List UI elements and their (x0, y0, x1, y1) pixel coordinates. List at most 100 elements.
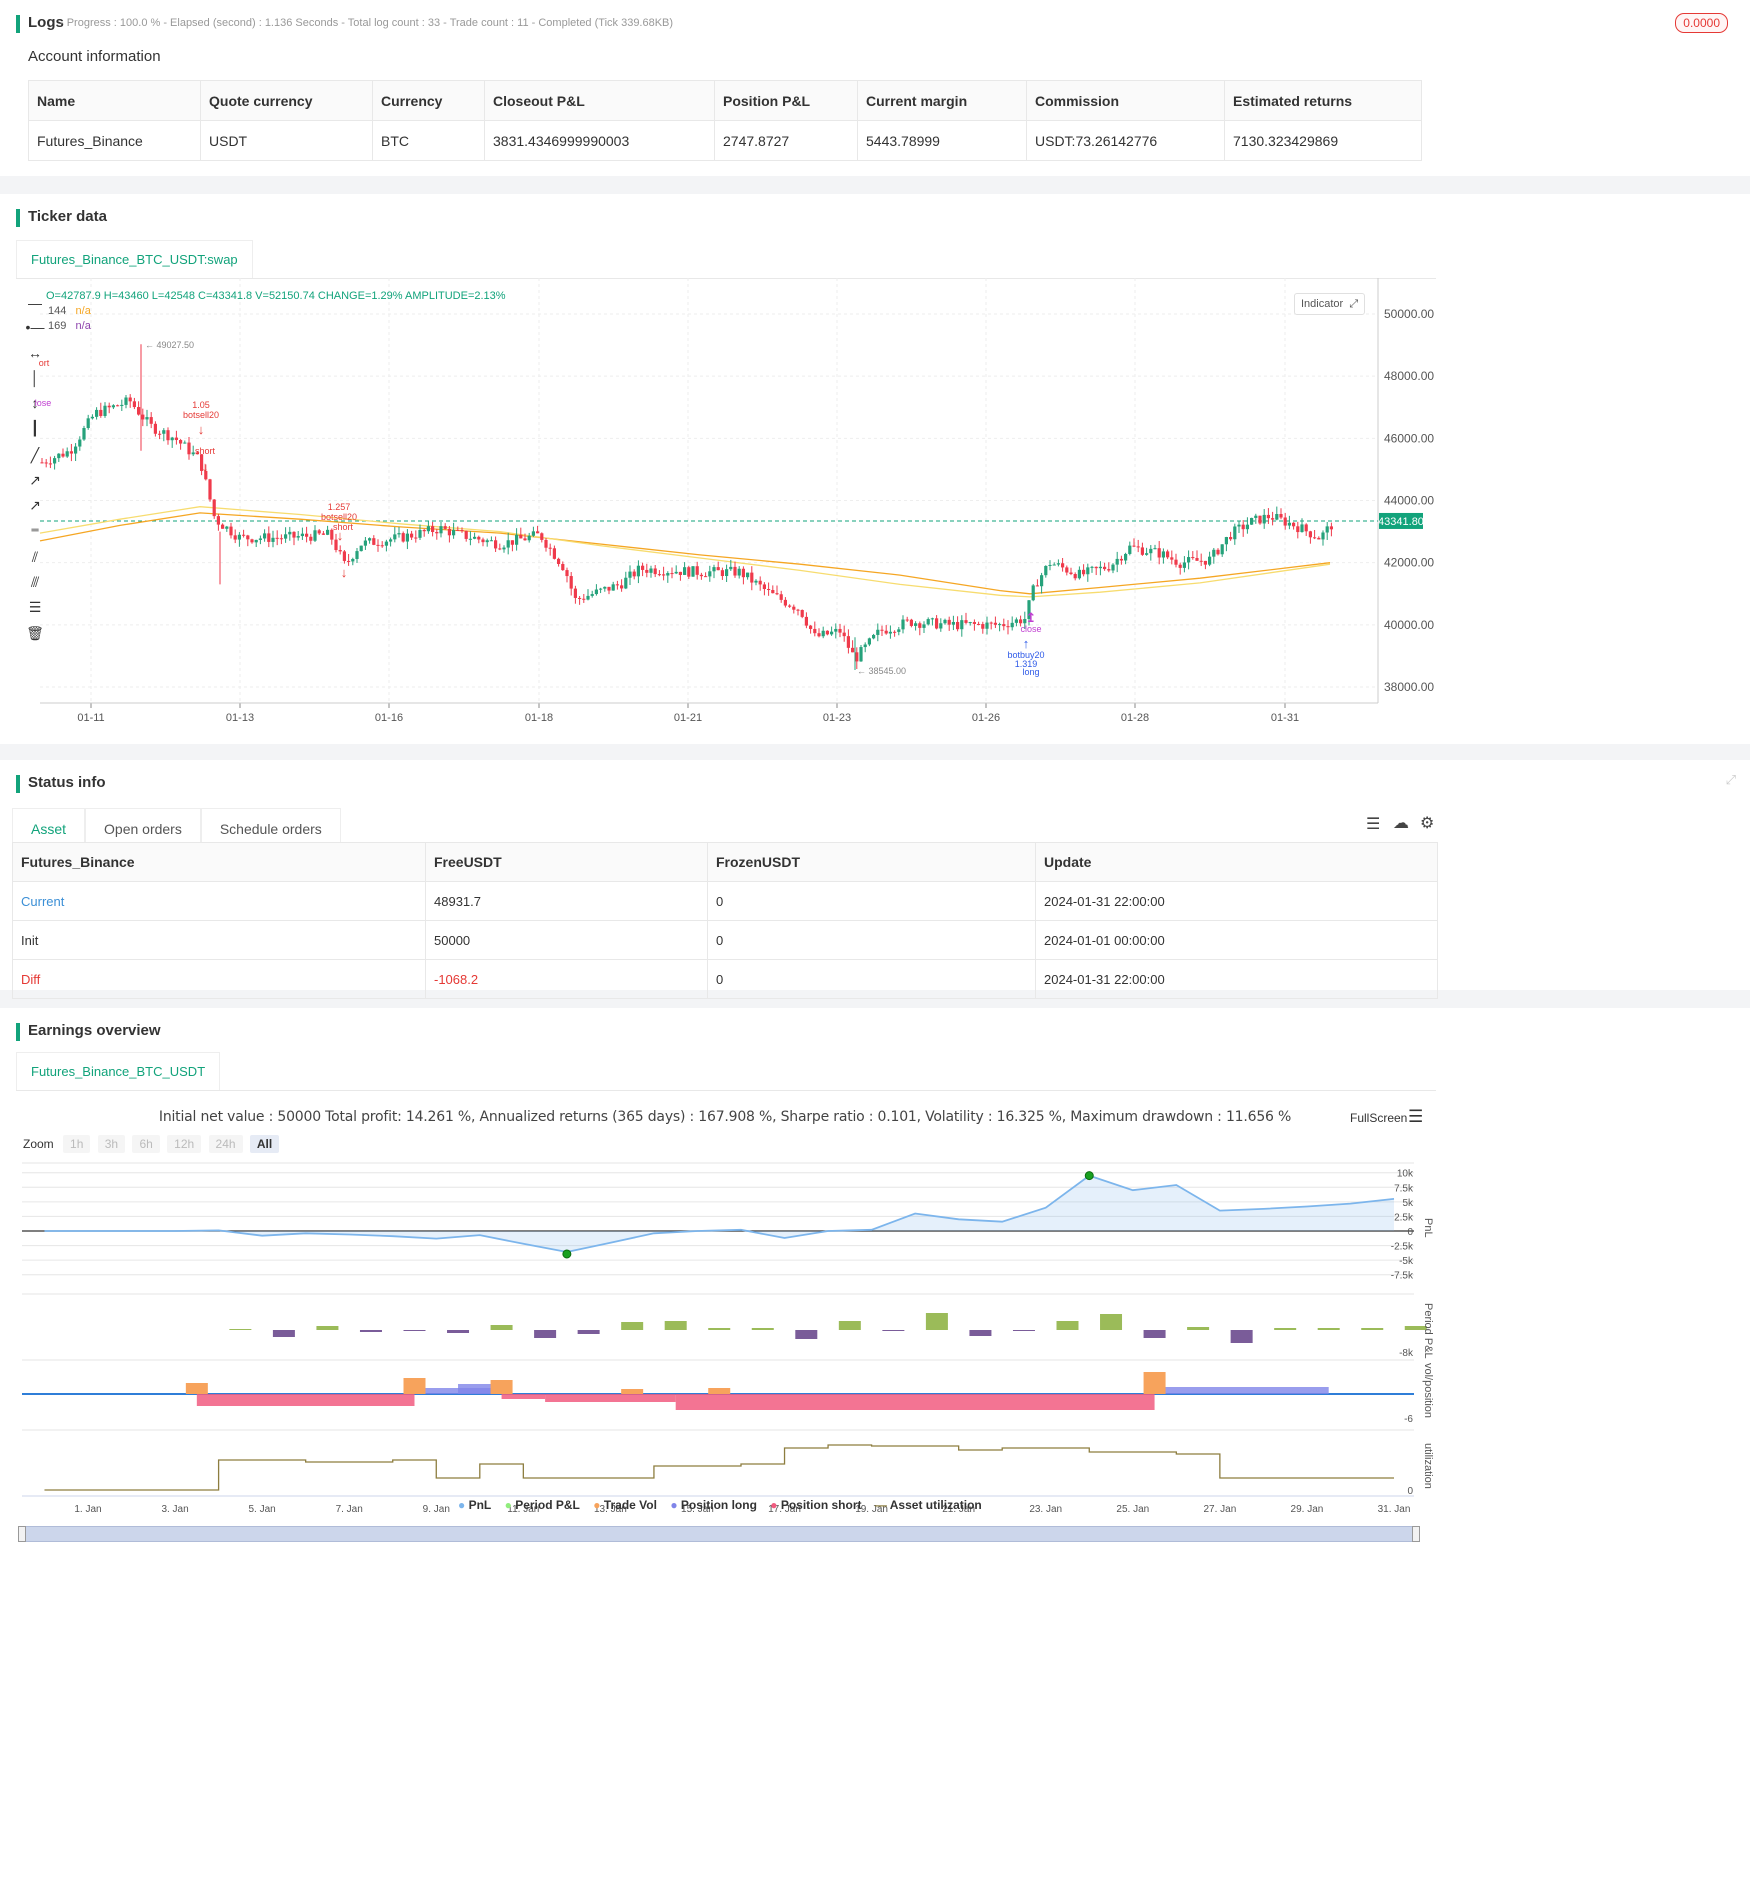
candle-body (498, 548, 502, 550)
fullscreen-button[interactable]: FullScreen (1350, 1111, 1408, 1125)
navigator[interactable] (22, 1526, 1416, 1542)
vertical-ray-tool-icon[interactable]: ↕ (31, 395, 39, 411)
candle-body (237, 534, 241, 540)
candle-body (1233, 526, 1237, 540)
tab-schedule-orders[interactable]: Schedule orders (200, 808, 341, 848)
candle-body (334, 539, 338, 551)
candle-body (603, 586, 607, 589)
candle-body (477, 536, 481, 540)
candlestick-chart[interactable]: 50000.00 48000.00 46000.00 44000.00 42000.00… (0, 278, 1750, 738)
zoom-all[interactable]: All (249, 1135, 280, 1153)
trend-line-tool-icon[interactable]: ╱ (30, 447, 40, 463)
legend-period-label: Period P&L (515, 1498, 580, 1512)
position-long-bar (458, 1384, 502, 1394)
legend-short[interactable]: ● Position short (770, 1498, 861, 1512)
y-tick-label: 10k (1397, 1169, 1414, 1180)
candle-body (636, 565, 640, 577)
ray-line-tool-icon[interactable]: ↗ (29, 472, 41, 488)
arrow-line-tool-icon[interactable]: ↗ (29, 497, 41, 513)
candle-body (544, 539, 548, 548)
candle-body (943, 619, 947, 624)
x-tick-label: 15. Jan (681, 1504, 714, 1515)
candle-body (69, 451, 73, 454)
candle-body (989, 622, 993, 624)
cloud-download-icon[interactable]: ☁ (1393, 815, 1409, 832)
fib-channel-tool-icon[interactable]: ⫻ (30, 574, 40, 590)
line-segment-tool-icon[interactable]: ↔ (28, 345, 42, 361)
annotation-signal: botbuy20 (1007, 650, 1044, 660)
candle-body (510, 540, 514, 545)
legend-pnl[interactable]: ● PnL (458, 1498, 491, 1512)
candle-body (1098, 566, 1102, 569)
tab-asset[interactable]: Asset (12, 808, 86, 848)
candle-body (846, 636, 850, 648)
navigator-handle-left[interactable] (18, 1526, 26, 1542)
vol-axis-label: vol/position (1422, 1363, 1434, 1418)
candle-body (863, 644, 867, 648)
col-name: Name (28, 80, 201, 121)
zoom-24h[interactable]: 24h (208, 1135, 243, 1153)
parallel-channel-tool-icon[interactable]: ⫽ (31, 549, 39, 565)
candle-body (263, 533, 267, 539)
indicator-button[interactable]: Indicator ⤢ (1294, 293, 1366, 315)
gear-icon[interactable]: ⚙ (1420, 815, 1435, 832)
list-icon[interactable]: ☰ (1366, 816, 1381, 833)
candle-body (468, 538, 472, 540)
candle-body (351, 558, 355, 562)
last-price-badge (1379, 512, 1423, 529)
legend-util[interactable]: — Asset utilization (875, 1498, 982, 1512)
candle-body (1149, 548, 1153, 554)
candle-body (1010, 622, 1014, 628)
menu-icon[interactable]: ☰ (1408, 1107, 1424, 1126)
tab-open-orders[interactable]: Open orders (85, 808, 201, 848)
earnings-chart[interactable]: 10k 7.5k 5k 2.5k 0 -2.5k -5k -7.5k PnL -8k Period… (0, 1158, 1750, 1558)
vertical-line-tool-icon[interactable]: │ (30, 370, 40, 386)
zoom-1h[interactable]: 1h (63, 1135, 91, 1153)
collapse-icon[interactable]: ⤢ (1725, 772, 1736, 787)
candle-body (901, 619, 905, 630)
legend-dot-icon: ● (458, 1498, 466, 1512)
navigator-handle-right[interactable] (1412, 1526, 1420, 1542)
asset-table: Futures_Binance FreeUSDT FrozenUSDT Upda… (12, 842, 1438, 999)
period-bar (447, 1330, 470, 1333)
legend-vol[interactable]: ● Trade Vol (593, 1498, 657, 1512)
price-line-tool-icon[interactable]: ═ (31, 525, 39, 536)
row-label-diff: Diff (12, 959, 426, 999)
y-tick-label: -8k (1399, 1348, 1414, 1359)
candle-body (195, 452, 199, 455)
candle-body (1044, 565, 1048, 576)
tab-ticker-symbol[interactable]: Futures_Binance_BTC_USDT:swap (16, 240, 253, 278)
candle-body (90, 416, 94, 419)
cell: Futures_Binance (28, 120, 201, 161)
candle-body (347, 560, 351, 562)
candle-body (1229, 537, 1233, 540)
candle-body (355, 551, 359, 559)
zoom-12h[interactable]: 12h (167, 1135, 202, 1153)
horizontal-ray-tool-icon[interactable]: •— (25, 319, 45, 335)
candle-body (1086, 567, 1090, 575)
legend-long-label: Position long (680, 1498, 757, 1512)
y-tick-label: 50000.00 (1384, 307, 1434, 321)
trash-icon[interactable]: 🗑 (26, 625, 44, 641)
candle-body (657, 574, 661, 576)
table-row: Current 48931.7 0 2024-01-31 22:00:00 (12, 881, 1438, 921)
fib-retracement-tool-icon[interactable]: ☰ (28, 599, 42, 615)
col-closeout: Closeout P&L (484, 80, 715, 121)
candle-body (1140, 547, 1144, 555)
candle-body (216, 516, 220, 525)
candle-body (296, 536, 300, 538)
x-tick-label: 3. Jan (161, 1504, 188, 1515)
candle-body (1182, 562, 1186, 568)
legend-long[interactable]: ● Position long (670, 1498, 757, 1512)
candle-body (78, 439, 82, 447)
period-bar (925, 1313, 948, 1330)
low-label: ← 38545.00 (857, 666, 906, 676)
candle-body (615, 584, 619, 586)
vertical-segment-tool-icon[interactable]: ┃ (30, 420, 40, 436)
tab-earnings-symbol[interactable]: Futures_Binance_BTC_USDT (16, 1052, 221, 1090)
expand-icon[interactable]: ⤢ (1349, 298, 1359, 310)
horizontal-line-tool-icon[interactable]: — (28, 295, 42, 311)
zoom-6h[interactable]: 6h (132, 1135, 160, 1153)
zoom-3h[interactable]: 3h (97, 1135, 126, 1153)
legend-period[interactable]: ● Period P&L (505, 1498, 580, 1512)
